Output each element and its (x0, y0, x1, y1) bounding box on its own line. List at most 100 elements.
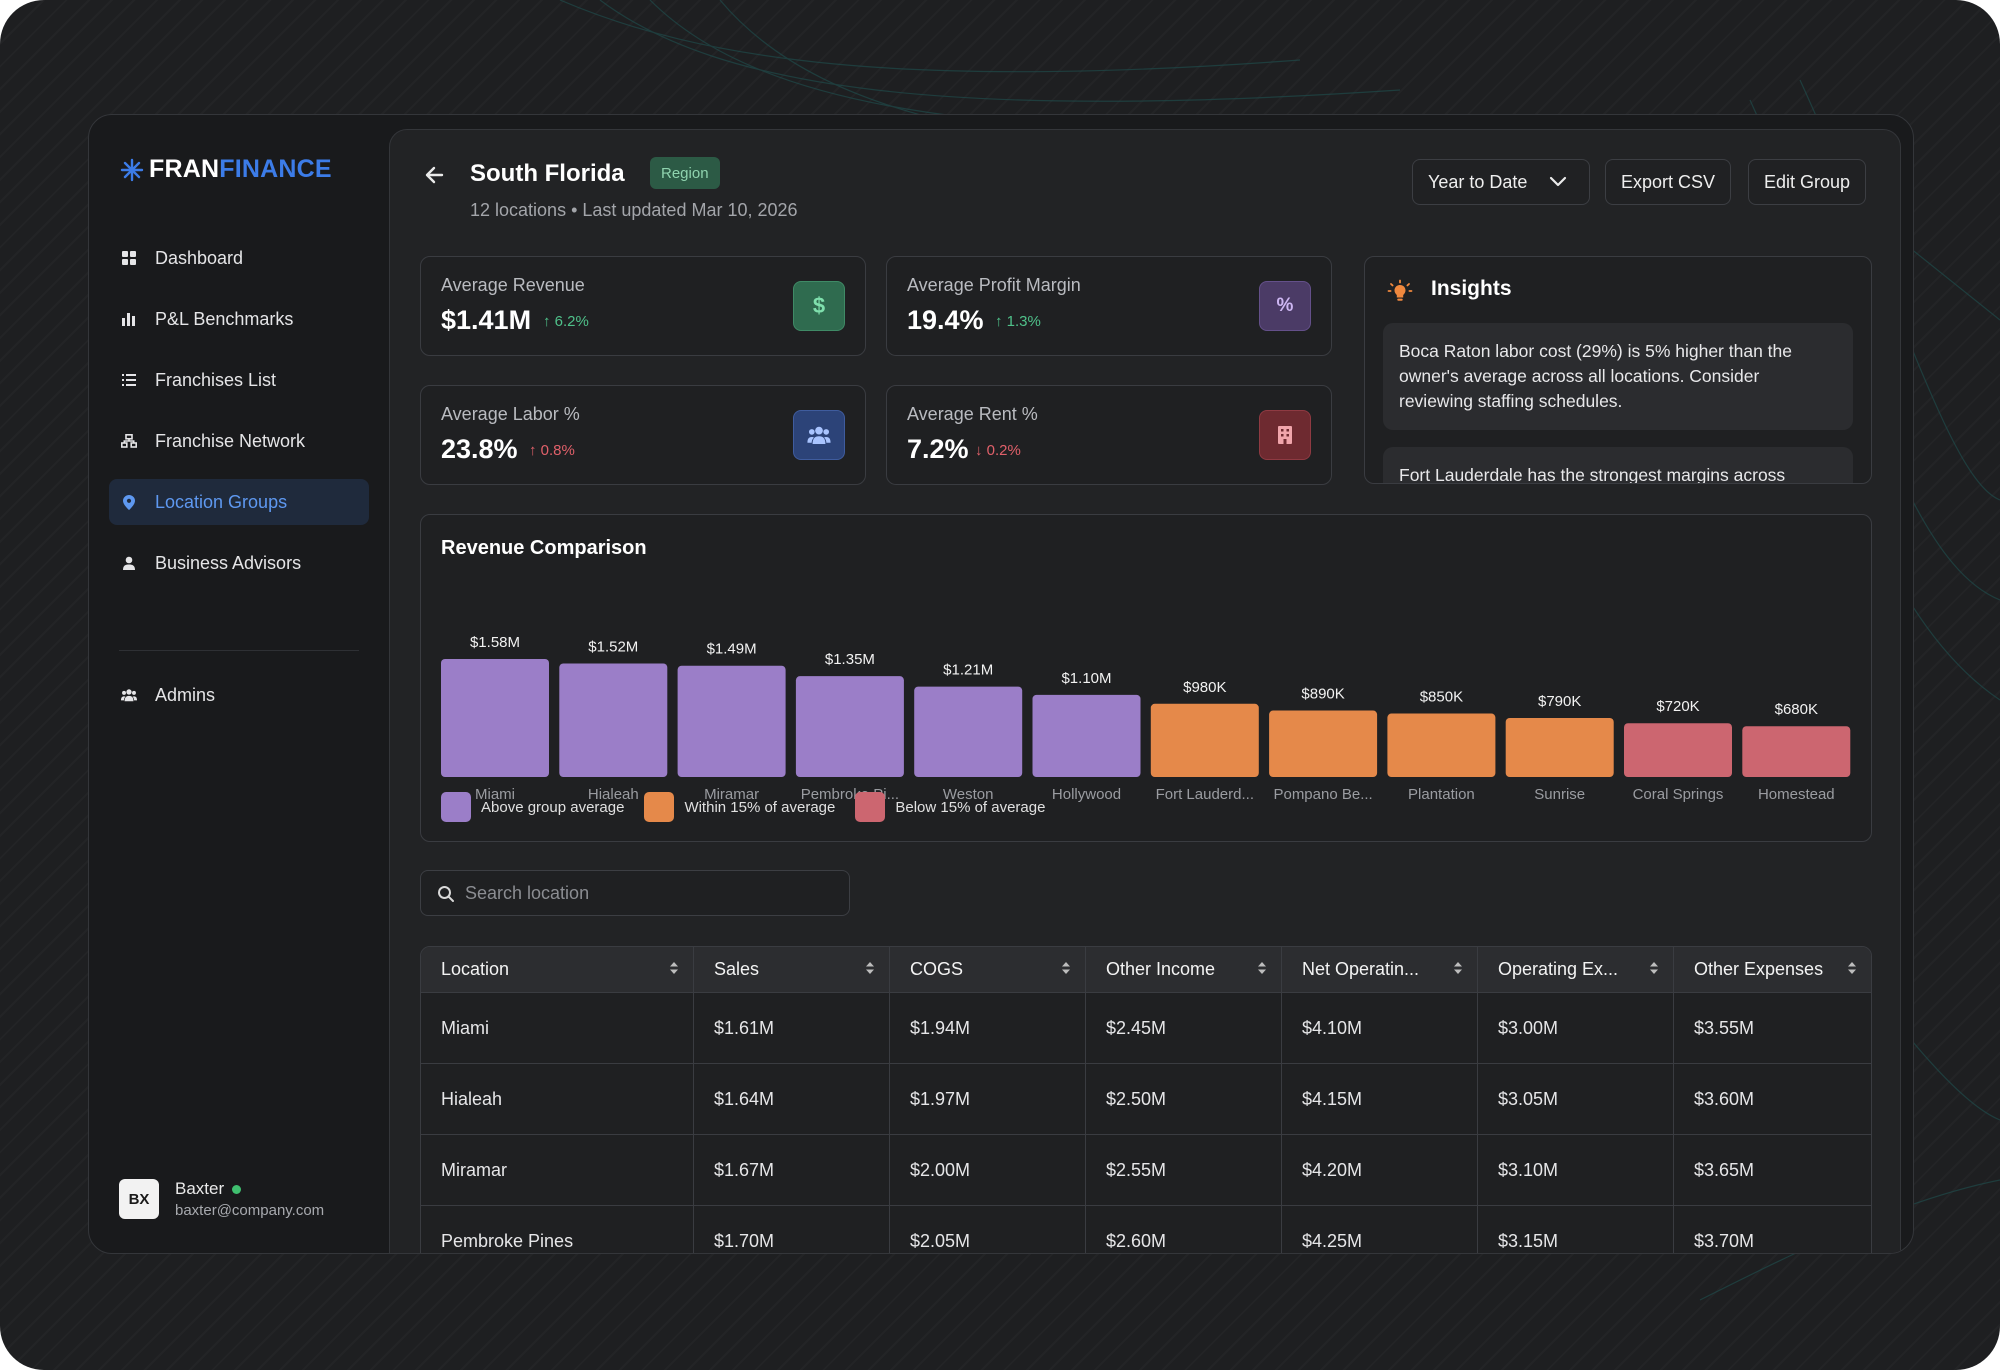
sidebar-admins-section: Admins (109, 672, 369, 733)
legend-swatch (855, 792, 886, 822)
lightbulb-icon (1387, 279, 1413, 301)
table-cell: $1.97M (889, 1064, 1085, 1134)
bar-9[interactable] (1505, 718, 1614, 777)
bar-value-label: $1.49M (707, 641, 757, 658)
column-header-label: Other Income (1106, 959, 1216, 979)
column-header[interactable]: Other Income (1085, 947, 1281, 992)
bar-7[interactable] (1269, 710, 1378, 777)
column-header[interactable]: Sales (693, 947, 889, 992)
bar-1[interactable] (559, 663, 668, 777)
sort-icon[interactable] (669, 959, 679, 980)
bar-category-label: Homestead (1758, 786, 1835, 803)
column-header[interactable]: Other Expenses (1673, 947, 1871, 992)
kpi-change: ↑ 0.8% (529, 442, 575, 459)
insights-title: Insights (1431, 277, 1512, 300)
kpi-change-value: 0.8% (540, 442, 575, 459)
sidebar-item-admins[interactable]: Admins (109, 672, 369, 718)
location-search[interactable] (420, 870, 850, 916)
sidebar-item-label: Business Advisors (155, 552, 302, 573)
bar-6[interactable] (1150, 703, 1259, 777)
bar-category-label: Pompano Be... (1273, 786, 1372, 803)
bar-0[interactable] (441, 659, 549, 777)
list-icon (121, 372, 137, 388)
dollar-icon: $ (793, 281, 845, 331)
column-header[interactable]: Location (421, 947, 693, 992)
sort-icon[interactable] (1061, 959, 1071, 980)
sort-icon[interactable] (1257, 959, 1267, 980)
sidebar-item-dashboard[interactable]: Dashboard (109, 235, 369, 281)
table-row[interactable]: Hialeah $1.64M $1.97M $2.50M $4.15M $3.05M $3.… (421, 1063, 1871, 1134)
table-cell: $2.50M (1085, 1064, 1281, 1134)
column-header-label: Operating Ex... (1498, 959, 1619, 979)
table-cell: $3.60M (1673, 1064, 1871, 1134)
period-select-value: Year to Date (1428, 171, 1528, 192)
person-icon (121, 555, 137, 571)
sidebar-divider (119, 650, 359, 651)
column-header[interactable]: COGS (889, 947, 1085, 992)
export-csv-button[interactable]: Export CSV (1605, 159, 1732, 205)
region-badge: Region (650, 157, 720, 189)
table-cell: $1.64M (693, 1064, 889, 1134)
bar-category-label: Hollywood (1052, 786, 1121, 803)
bar-value-label: $980K (1183, 679, 1226, 696)
sidebar-item-location-groups[interactable]: Location Groups (109, 479, 369, 525)
sidebar-item-franchise-network[interactable]: Franchise Network (109, 418, 369, 464)
kpi-card-average-labor: Average Labor % 23.8% ↑ 0.8% (420, 385, 866, 485)
bar-5[interactable] (1032, 694, 1141, 777)
user-profile[interactable]: BX Baxter baxter@company.com (119, 1179, 324, 1219)
table-cell: Pembroke Pines (441, 1230, 574, 1251)
sort-icon[interactable] (1847, 959, 1857, 980)
bar-8[interactable] (1387, 713, 1496, 777)
legend-item-above: Above group average (441, 792, 624, 822)
locations-table: Location Sales COGS Other Income Net Operati… (420, 946, 1872, 1253)
column-header[interactable]: Net Operatin... (1281, 947, 1477, 992)
column-header[interactable]: Operating Ex... (1477, 947, 1673, 992)
bar-10[interactable] (1624, 723, 1732, 777)
table-row[interactable]: Pembroke Pines $1.70M $2.05M $2.60M $4.25M $3… (421, 1205, 1871, 1253)
bar-value-label: $1.35M (825, 651, 875, 668)
sidebar-item-pl-benchmarks[interactable]: P&L Benchmarks (109, 296, 369, 342)
edit-group-button[interactable]: Edit Group (1748, 159, 1867, 205)
table-cell: $4.10M (1281, 993, 1477, 1063)
sidebar-item-label: P&L Benchmarks (155, 308, 294, 329)
sidebar-item-franchises-list[interactable]: Franchises List (109, 357, 369, 403)
bar-11[interactable] (1742, 726, 1851, 777)
building-icon (1259, 410, 1311, 460)
table-cell: Hialeah (441, 1088, 503, 1109)
period-select[interactable]: Year to Date (1412, 159, 1590, 205)
column-header-label: COGS (910, 959, 964, 979)
table-cell: $3.00M (1477, 993, 1673, 1063)
kpi-value: $1.41M (441, 305, 532, 335)
bar-2[interactable] (677, 665, 786, 777)
brand-logo[interactable]: FRAN FINANCE (119, 155, 332, 184)
sidebar-item-business-advisors[interactable]: Business Advisors (109, 540, 369, 586)
table-cell: $1.70M (693, 1206, 889, 1253)
kpi-value: 23.8% (441, 434, 518, 464)
search-input[interactable] (465, 871, 835, 915)
revenue-comparison-card: Revenue Comparison $1.58M Miami $1.52M Hial… (420, 514, 1872, 842)
kpi-label: Average Revenue (441, 275, 585, 295)
bar-3[interactable] (795, 676, 904, 777)
sort-icon[interactable] (865, 959, 875, 980)
table-cell: $3.70M (1673, 1206, 1871, 1253)
bar-value-label: $680K (1775, 701, 1818, 718)
sidebar-item-label: Location Groups (155, 491, 288, 512)
kpi-card-average-profit-margin: Average Profit Margin 19.4% ↑ 1.3% % (886, 256, 1332, 356)
table-cell: $1.94M (889, 993, 1085, 1063)
table-cell: $4.25M (1281, 1206, 1477, 1253)
map-pin-icon (121, 494, 137, 510)
table-row[interactable]: Miami $1.61M $1.94M $2.45M $4.10M $3.00M $3.55… (421, 992, 1871, 1063)
table-cell: $2.60M (1085, 1206, 1281, 1253)
bar-4[interactable] (914, 686, 1023, 777)
sort-icon[interactable] (1649, 959, 1659, 980)
legend-label: Within 15% of average (684, 798, 836, 816)
back-arrow-icon[interactable] (420, 160, 450, 190)
sort-icon[interactable] (1453, 959, 1463, 980)
sidebar-item-label: Franchises List (155, 369, 277, 390)
table-cell: Miami (441, 1017, 489, 1038)
bar-category-label: Coral Springs (1633, 786, 1724, 803)
logo-icon (120, 158, 144, 181)
table-row[interactable]: Miramar $1.67M $2.00M $2.55M $4.20M $3.10M $3.… (421, 1134, 1871, 1205)
bar-chart-icon (121, 311, 137, 327)
table-cell: Miramar (441, 1159, 507, 1180)
